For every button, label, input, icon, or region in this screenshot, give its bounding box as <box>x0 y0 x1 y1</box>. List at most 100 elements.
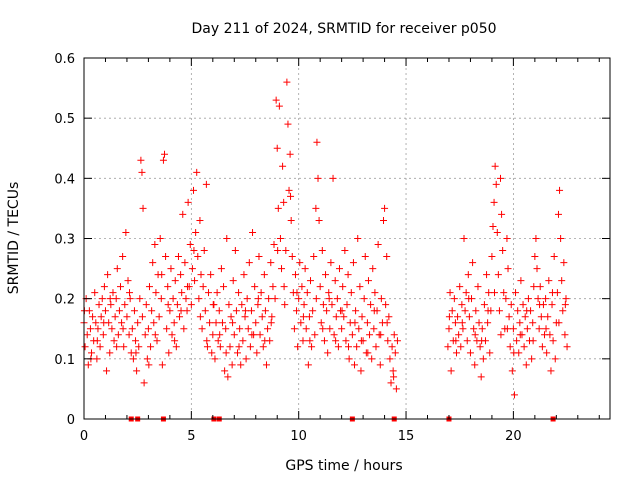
data-point <box>107 301 115 309</box>
data-point <box>278 265 286 273</box>
data-point <box>471 331 479 339</box>
data-point <box>270 241 278 249</box>
data-point <box>158 271 166 279</box>
data-point <box>221 367 229 375</box>
data-point <box>143 355 151 363</box>
data-point <box>261 307 269 315</box>
data-point <box>93 355 101 363</box>
data-point <box>123 313 131 321</box>
data-point <box>448 307 456 315</box>
data-point <box>516 319 524 327</box>
data-point <box>130 307 138 315</box>
data-point <box>151 241 159 249</box>
data-point <box>230 331 238 339</box>
data-point <box>208 349 216 357</box>
data-point <box>386 355 394 363</box>
data-point <box>508 367 516 375</box>
data-point <box>171 337 179 345</box>
data-point <box>489 222 497 230</box>
data-point <box>159 156 167 164</box>
data-point <box>279 162 287 170</box>
data-point <box>288 253 296 261</box>
data-point <box>520 343 528 351</box>
data-point <box>209 331 217 339</box>
data-point <box>274 204 282 212</box>
data-point <box>293 307 301 315</box>
data-point <box>195 295 203 303</box>
data-point <box>273 144 281 152</box>
data-point <box>223 235 231 242</box>
data-point <box>235 343 243 351</box>
data-point <box>360 295 368 303</box>
data-point <box>132 337 140 345</box>
data-point <box>97 313 105 321</box>
data-point <box>320 337 328 345</box>
data-point <box>368 355 376 363</box>
data-point <box>180 325 188 333</box>
data-point <box>313 138 321 146</box>
data-point <box>505 313 513 321</box>
data-point <box>533 265 541 273</box>
data-point <box>371 289 379 297</box>
data-point <box>370 325 378 333</box>
data-point <box>534 295 542 303</box>
data-point <box>558 277 566 285</box>
data-point <box>451 319 459 327</box>
data-point <box>281 301 289 309</box>
data-point <box>129 355 137 363</box>
data-point <box>294 343 302 351</box>
data-point <box>488 253 496 261</box>
data-point <box>112 295 120 303</box>
data-point <box>109 289 117 297</box>
data-point <box>268 313 276 321</box>
data-point <box>450 295 458 303</box>
data-point <box>545 277 553 285</box>
data-point <box>138 168 146 176</box>
data-point <box>282 247 290 255</box>
data-point <box>372 343 380 351</box>
data-point <box>283 78 291 86</box>
data-point <box>522 361 530 369</box>
data-point <box>447 367 455 375</box>
data-point <box>561 331 569 339</box>
data-point <box>280 198 288 206</box>
data-point <box>339 283 347 291</box>
data-point <box>454 313 462 321</box>
data-point <box>306 337 314 345</box>
data-point <box>537 313 545 321</box>
data-point <box>164 301 172 309</box>
data-point <box>151 331 159 339</box>
data-point <box>106 295 114 303</box>
data-point <box>506 343 514 351</box>
data-point <box>308 343 316 351</box>
data-point <box>388 343 396 351</box>
data-point <box>174 253 182 261</box>
data-point <box>177 271 185 279</box>
data-point <box>280 283 288 291</box>
data-point <box>469 259 477 267</box>
y-tick-label: 0 <box>67 413 75 428</box>
data-point <box>345 343 353 351</box>
data-point <box>182 295 190 303</box>
data-point <box>194 253 202 261</box>
data-point <box>216 331 224 339</box>
data-point <box>562 295 570 303</box>
data-point <box>189 186 197 194</box>
data-point <box>241 313 249 321</box>
data-point <box>126 289 134 297</box>
data-point <box>234 349 242 357</box>
data-point <box>361 253 369 261</box>
data-point <box>500 289 508 297</box>
data-point <box>304 361 312 369</box>
data-point <box>202 180 210 188</box>
data-point <box>113 265 121 273</box>
data-point <box>258 313 266 321</box>
data-point <box>246 343 254 351</box>
data-point <box>544 313 552 321</box>
data-point <box>305 313 313 321</box>
data-point <box>225 301 233 309</box>
data-point <box>197 271 205 279</box>
data-point <box>138 313 146 321</box>
data-point <box>239 337 247 345</box>
data-point <box>516 331 524 339</box>
